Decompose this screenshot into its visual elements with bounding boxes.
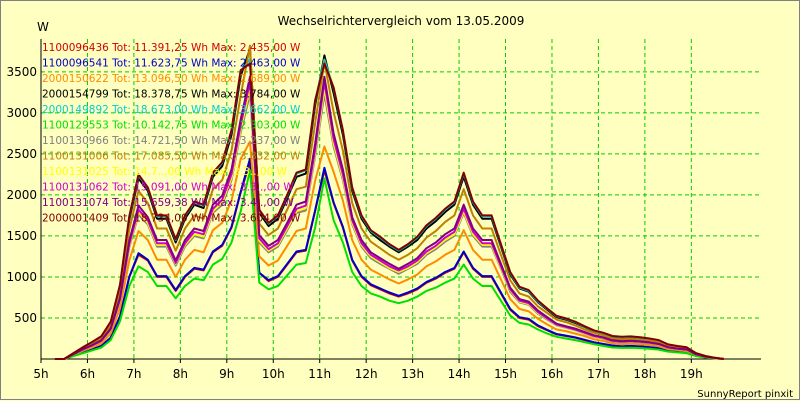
legend-entry: 1100131025 Tot: 14.7..,00 Wh Max: 3.3..,… (42, 166, 288, 178)
legend-entry: 1100131006 Tot: 17.085,50 Wh Max: 3.832,… (42, 151, 301, 163)
y-tick-label: 1500 (6, 229, 37, 243)
y-tick-label: 500 (14, 311, 37, 325)
chart-title: Wechselrichtervergleich vom 13.05.2009 (278, 14, 525, 28)
x-tick-label: 11h (308, 367, 331, 381)
series-line (54, 157, 724, 360)
legend-entry: 2000154799 Tot: 18.378,75 Wh Max: 3.784,… (42, 89, 301, 101)
x-tick-label: 6h (80, 367, 95, 381)
x-tick-label: 19h (680, 367, 703, 381)
y-tick-label: 2000 (6, 188, 37, 202)
axes: 500 1000 1500 2000 2500 3000 3500 5h 6h 7h 8h 9h 10h… (6, 39, 761, 381)
legend-entry: 2000150622 Tot: 13.096,50 Wh Max: 2.689,… (42, 73, 301, 85)
x-tick-label: 7h (126, 367, 141, 381)
y-tick-label: 3500 (6, 65, 37, 79)
plot-area (41, 39, 761, 359)
legend: 1100096436 Tot: 11.391,25 Wh Max: 2.435,… (42, 42, 301, 225)
legend-entry: 1100130966 Tot: 14.721,50 Wh Max: 3.237,… (42, 135, 301, 147)
x-tick-label: 14h (448, 367, 471, 381)
x-tick-label: 18h (633, 367, 656, 381)
legend-entry: 1100096436 Tot: 11.391,25 Wh Max: 2.435,… (42, 42, 301, 54)
legend-entry: 1100131062 Tot: 15.091,00 Wh Max: 3.3..,… (42, 182, 294, 194)
y-axis-unit: W (37, 20, 49, 34)
x-tick-label: 15h (494, 367, 517, 381)
legend-entry: 1100129553 Tot: 10.142,75 Wh Max: 2.303,… (42, 120, 301, 132)
grid (40, 39, 761, 359)
x-tick-label: 17h (587, 367, 610, 381)
x-tick-label: 16h (541, 367, 564, 381)
x-tick-label: 8h (173, 367, 188, 381)
footer-credit: SunnyReport pinxit (697, 389, 793, 400)
series-line (54, 62, 724, 360)
series-line (54, 44, 724, 360)
x-tick-label: 5h (33, 367, 48, 381)
x-tick-label: 12h (355, 367, 378, 381)
x-tick-label: 10h (262, 367, 285, 381)
y-tick-label: 2500 (6, 147, 37, 161)
legend-entry: 1100096541 Tot: 11.623,75 Wh Max: 2.463,… (42, 58, 301, 70)
y-tick-label: 3000 (6, 106, 37, 120)
legend-entry: 2000149892 Tot: 18.673,00 Wh Max: 3.662,… (42, 104, 301, 116)
series-lines (54, 44, 724, 360)
series-line (54, 140, 724, 360)
series-line (54, 169, 724, 360)
legend-entry: 1100131074 Tot: 15.659,38 Wh Max: 3.4..,… (42, 197, 294, 209)
legend-entry: 2000001409 Tot: 18.734,00 Wh Max: 3.604,… (42, 213, 301, 225)
series-line (54, 75, 724, 360)
x-tick-label: 13h (401, 367, 424, 381)
x-tick-label: 9h (219, 367, 234, 381)
y-tick-label: 1000 (6, 270, 37, 284)
